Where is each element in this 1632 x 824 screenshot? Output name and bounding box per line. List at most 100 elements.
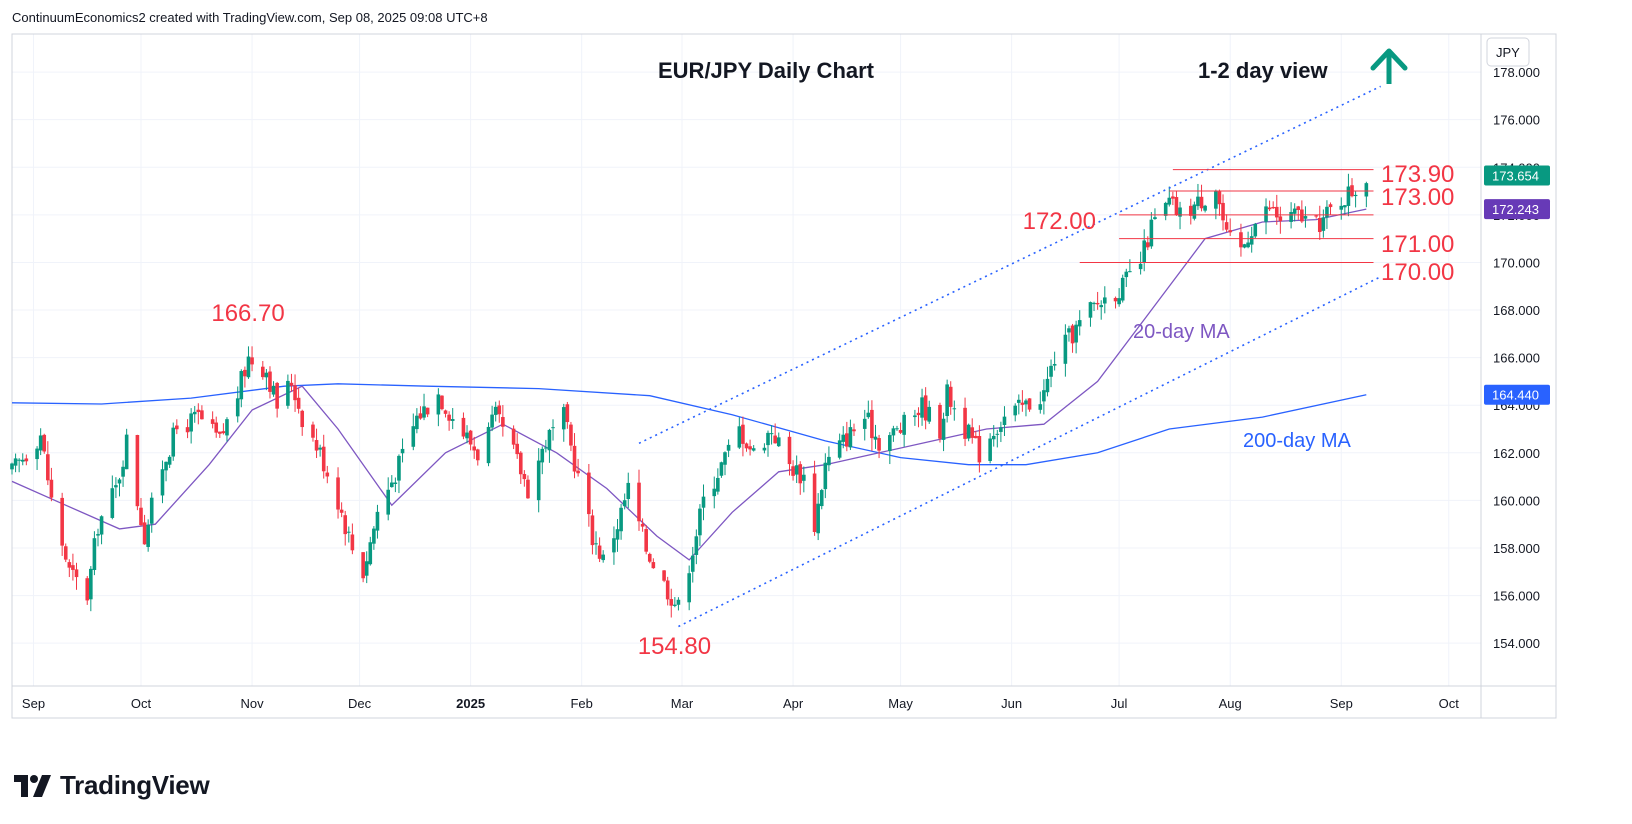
candle-body xyxy=(74,569,79,578)
candle-body xyxy=(300,410,305,428)
candle-body xyxy=(644,529,648,552)
candle-body xyxy=(927,406,932,422)
candle-body xyxy=(662,570,666,581)
x-tick-label: 2025 xyxy=(456,696,485,711)
level-label: 173.00 xyxy=(1381,184,1454,211)
candle-body xyxy=(271,385,276,395)
candle-body xyxy=(748,446,752,450)
candle-body xyxy=(146,524,150,547)
chart-border xyxy=(11,33,1557,719)
candle-body xyxy=(526,479,530,499)
y-tick-label: 176.000 xyxy=(1493,113,1540,128)
y-tick-label: 158.000 xyxy=(1493,541,1540,556)
candle-body xyxy=(988,438,992,461)
chart-title: EUR/JPY Daily Chart xyxy=(658,58,875,83)
candle-body xyxy=(1364,183,1369,197)
candle-body xyxy=(569,424,573,446)
tradingview-logo[interactable]: TradingView xyxy=(14,770,210,801)
candle-body xyxy=(49,479,54,498)
candle-body xyxy=(67,562,72,568)
candle-body xyxy=(325,472,330,477)
candle-body xyxy=(1095,302,1100,305)
candle-body xyxy=(690,555,695,572)
candle-body xyxy=(1196,196,1200,207)
candle-body xyxy=(268,371,272,392)
candle-body xyxy=(1300,209,1304,222)
tradingview-logo-icon xyxy=(14,774,51,797)
candle-body xyxy=(135,434,140,507)
candle-body xyxy=(673,604,677,606)
ma200-line xyxy=(11,383,1367,466)
candle-body xyxy=(38,435,43,451)
candle-body xyxy=(1045,378,1050,393)
candle-body xyxy=(60,497,64,546)
candle-body xyxy=(142,522,147,545)
candle-body xyxy=(877,438,881,451)
candle-body xyxy=(286,380,290,406)
candle-body xyxy=(10,463,14,470)
candle-body xyxy=(862,418,867,429)
candle-body xyxy=(712,488,717,497)
candle-body xyxy=(1224,222,1229,230)
candle-body xyxy=(1178,207,1182,217)
candle-body xyxy=(687,573,691,603)
candle-body xyxy=(468,430,473,445)
x-tick-label: Nov xyxy=(240,696,264,711)
candle-body xyxy=(626,482,631,500)
candle-body xyxy=(1042,390,1046,402)
candle-body xyxy=(551,427,555,429)
candle-body xyxy=(42,434,47,452)
candle-body xyxy=(741,424,745,444)
candle-body xyxy=(769,433,774,435)
x-tick-label: Sep xyxy=(1330,696,1353,711)
ma20-line xyxy=(11,208,1367,561)
price-tag-bg xyxy=(1484,384,1550,405)
candle-body xyxy=(493,406,498,415)
candle-body xyxy=(866,412,871,418)
candle-body xyxy=(318,447,322,450)
candle-body xyxy=(1102,297,1107,304)
price-tag-label: 164.440 xyxy=(1492,388,1539,403)
candle-body xyxy=(837,440,842,458)
candle-body xyxy=(963,407,967,439)
candle-body xyxy=(723,452,727,465)
currency-label: JPY xyxy=(1496,45,1520,60)
price-axis-tags: 173.654 172.243 164.440 xyxy=(1484,165,1550,405)
candle-body xyxy=(1328,204,1333,208)
candle-body xyxy=(71,565,75,570)
candle-body xyxy=(250,357,254,365)
candle-body xyxy=(1296,206,1301,210)
candle-body xyxy=(1317,217,1322,233)
candle-body xyxy=(149,497,154,524)
candle-body xyxy=(823,462,828,490)
candle-body xyxy=(888,435,892,452)
candle-body xyxy=(189,413,193,432)
candle-body xyxy=(594,543,598,545)
candle-body xyxy=(465,432,469,439)
candle-body xyxy=(651,562,656,569)
candle-body xyxy=(436,394,441,415)
price-tag-label: 172.243 xyxy=(1492,202,1539,217)
candle-body xyxy=(1203,205,1207,211)
candle-body xyxy=(1221,202,1225,221)
candle-body xyxy=(669,599,674,606)
candle-body xyxy=(870,409,874,439)
currency-box xyxy=(1486,37,1530,67)
candle-body xyxy=(124,434,129,470)
candle-body xyxy=(812,473,817,533)
candle-body xyxy=(1289,211,1293,222)
candle-body xyxy=(375,511,380,531)
candle-body xyxy=(737,426,742,448)
candle-body xyxy=(422,406,426,418)
candle-body xyxy=(425,407,430,415)
candle-body xyxy=(518,452,523,475)
candle-body xyxy=(411,426,416,447)
candle-body xyxy=(275,382,279,409)
candle-body xyxy=(164,461,168,471)
up-arrow-icon xyxy=(1370,48,1408,84)
candle-body xyxy=(576,470,580,474)
candle-body xyxy=(110,488,115,518)
candle-body xyxy=(945,384,949,417)
x-tick-label: Aug xyxy=(1219,696,1242,711)
